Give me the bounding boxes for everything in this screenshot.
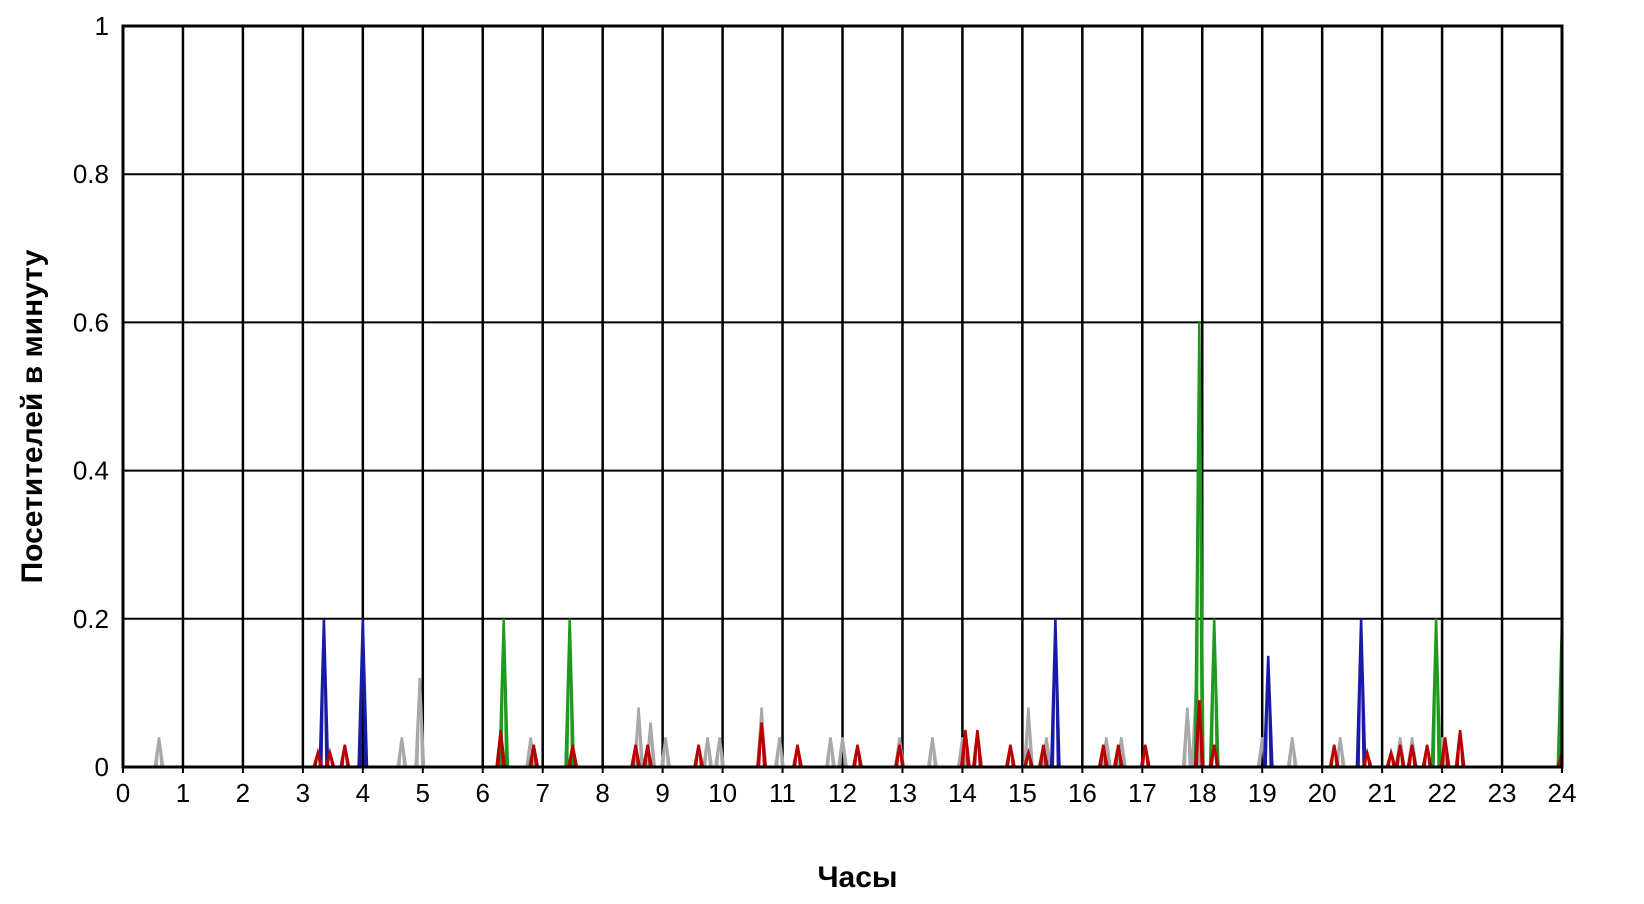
x-tick-label: 4 (356, 778, 370, 808)
series-peak-0 (839, 737, 846, 768)
x-tick-label: 19 (1248, 778, 1277, 808)
x-tick-label: 11 (769, 778, 796, 808)
series-peak-3 (1100, 744, 1107, 768)
y-axis-title: Посетителей в минуту (16, 249, 49, 583)
series-peak-3 (962, 729, 969, 768)
series-peak-3 (314, 752, 322, 768)
series-peak-0 (704, 737, 711, 768)
series-peak-3 (530, 744, 537, 768)
series-peak-0 (827, 737, 834, 768)
series-peak-3 (341, 744, 349, 768)
series-peak-3 (794, 744, 801, 768)
x-tick-label: 7 (535, 778, 549, 808)
x-tick-label: 20 (1308, 778, 1337, 808)
tick-layer: 0 1 2 3 4 5 6 7 8 9 10 11 12 13 14 15 16 17 18 19 20 21 22 23 24… (73, 11, 1577, 808)
series-peak-0 (155, 737, 163, 768)
series-peak-3 (854, 744, 861, 768)
grid-layer (123, 26, 1562, 767)
x-tick-label: 21 (1368, 778, 1397, 808)
series-peak-3 (896, 744, 903, 768)
x-tick-label: 1 (176, 778, 190, 808)
series-peak-3 (1423, 744, 1431, 768)
series-peak-3 (1408, 744, 1416, 768)
x-tick-label: 2 (236, 778, 250, 808)
x-tick-label: 14 (948, 778, 977, 808)
series-peak-3 (1195, 700, 1203, 768)
x-tick-label: 8 (595, 778, 609, 808)
series-peak-2 (1210, 618, 1218, 768)
x-tick-label: 16 (1068, 778, 1097, 808)
x-tick-label: 0 (116, 778, 130, 808)
x-tick-label: 23 (1488, 778, 1517, 808)
series-peak-0 (776, 737, 783, 768)
series-peak-3 (695, 744, 702, 768)
x-tick-label: 17 (1128, 778, 1157, 808)
series-peak-3 (1330, 744, 1338, 768)
series-peak-1 (359, 618, 367, 768)
x-tick-label: 22 (1428, 778, 1457, 808)
series-group-1 (123, 618, 1562, 769)
series-peak-3 (632, 744, 639, 768)
x-tick-label: 24 (1548, 778, 1577, 808)
series-peak-1 (1264, 655, 1272, 768)
x-tick-label: 18 (1188, 778, 1217, 808)
y-tick-label: 0.4 (73, 456, 109, 486)
series-peak-3 (497, 729, 504, 768)
series-peak-1 (320, 618, 328, 768)
series-peak-3 (1142, 744, 1149, 768)
series-peak-0 (416, 678, 424, 768)
series-peak-3 (974, 729, 981, 768)
series-peak-3 (758, 722, 765, 768)
x-tick-label: 13 (888, 778, 917, 808)
series-peak-3 (1040, 744, 1047, 768)
x-tick-label: 5 (416, 778, 430, 808)
series-peak-0 (716, 737, 723, 768)
series-peak-0 (662, 737, 669, 768)
series-peak-1 (1052, 618, 1059, 768)
series-peak-3 (1456, 729, 1464, 768)
series-peak-3 (1025, 752, 1032, 768)
series-peak-2 (566, 618, 573, 768)
y-tick-label: 0.6 (73, 307, 109, 337)
x-tick-label: 3 (296, 778, 310, 808)
series-peak-3 (1007, 744, 1014, 768)
series-peak-3 (1396, 744, 1404, 768)
series-peak-2 (500, 618, 507, 768)
series-peak-3 (326, 752, 334, 768)
series-peak-0 (1184, 707, 1191, 768)
series-peak-3 (1441, 737, 1449, 768)
y-tick-label: 0.2 (73, 604, 109, 634)
series-peak-3 (644, 744, 651, 768)
x-tick-label: 12 (828, 778, 857, 808)
series-peak-0 (1336, 737, 1344, 768)
series-peak-0 (398, 737, 406, 768)
y-tick-label: 0 (95, 752, 109, 782)
y-tick-label: 0.8 (73, 159, 109, 189)
series-peak-2 (1195, 322, 1203, 768)
x-tick-label: 15 (1008, 778, 1037, 808)
series-peak-3 (1387, 752, 1395, 768)
x-tick-label: 10 (708, 778, 737, 808)
series-peak-0 (929, 737, 936, 768)
series-peak-2 (1432, 618, 1440, 768)
x-tick-label: 6 (476, 778, 490, 808)
series-peak-3 (1363, 752, 1371, 768)
series-peak-3 (1210, 744, 1218, 768)
x-axis-title: Часы (817, 861, 897, 894)
series-peak-3 (569, 744, 576, 768)
series-peak-3 (1115, 744, 1122, 768)
series-peak-0 (1025, 707, 1032, 768)
y-tick-label: 1 (95, 11, 109, 41)
series-peak-0 (1288, 737, 1296, 768)
x-tick-label: 9 (655, 778, 669, 808)
series-peak-1 (1357, 618, 1365, 768)
